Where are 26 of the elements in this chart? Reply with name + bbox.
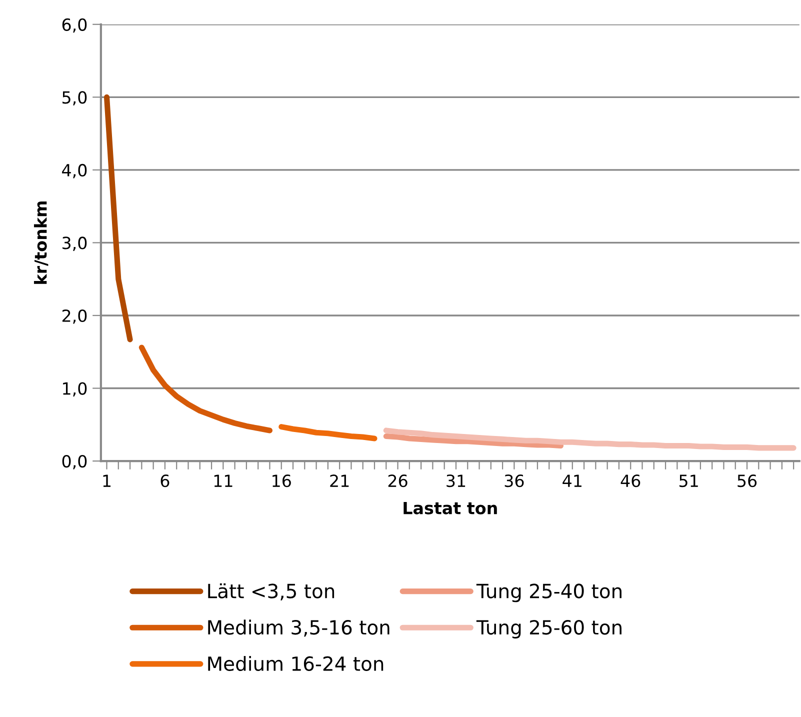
x-tick-label: 41 (562, 474, 582, 487)
x-tick-label: 56 (738, 474, 757, 488)
x-axis-title: Lastat ton (404, 502, 497, 514)
y-tick-label: 4,0 (62, 164, 87, 178)
x-tick-label: 36 (504, 474, 524, 488)
y-tick-label: 1,0 (63, 382, 87, 397)
x-tick-label: 51 (679, 474, 698, 488)
y-tick-label: 2,0 (62, 309, 87, 324)
x-tick-label: 31 (446, 474, 466, 488)
x-tick-label: 1 (103, 474, 111, 487)
legend-label: Medium 3,5-16 ton (208, 620, 390, 637)
y-tick-label: 5,0 (62, 91, 87, 106)
legend-label: Medium 16-24 ton (208, 656, 384, 672)
x-tick-label: 46 (620, 474, 640, 488)
y-tick-label: 3,0 (62, 236, 87, 251)
legend-label: Lätt <3,5 ton (208, 583, 334, 600)
x-tick-label: 21 (330, 474, 349, 487)
legend-label: Tung 25-60 ton (476, 620, 622, 638)
x-tick-label: 6 (160, 474, 170, 488)
x-tick-label: 16 (272, 474, 291, 488)
y-tick-label: 0,0 (62, 454, 87, 470)
x-tick-label: 11 (214, 474, 232, 487)
x-tick-label: 26 (388, 474, 408, 488)
y-tick-label: 6,0 (62, 18, 87, 33)
legend-label: Tung 25-40 ton (476, 584, 622, 602)
y-axis-title: kr/tonkm (34, 201, 48, 284)
